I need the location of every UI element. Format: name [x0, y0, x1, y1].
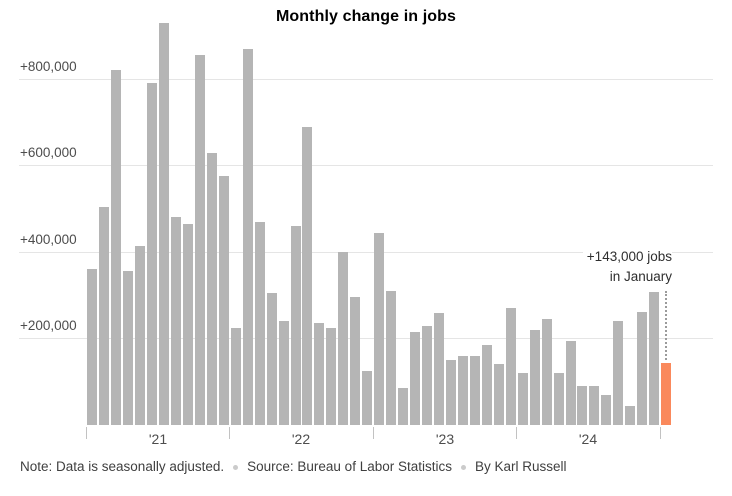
x-axis-label: '24 — [578, 431, 598, 447]
x-axis-tick — [516, 427, 517, 439]
gridline-600k — [19, 165, 713, 166]
y-axis-label: +200,000 — [20, 318, 77, 333]
bar — [457, 356, 468, 425]
bar — [613, 321, 624, 425]
x-axis-label: '22 — [291, 431, 311, 447]
bar — [111, 70, 122, 425]
separator-dot-icon — [461, 464, 466, 470]
x-axis-tick — [660, 427, 661, 439]
bar — [589, 386, 600, 425]
bar — [87, 269, 98, 425]
chart-footer: Note: Data is seasonally adjusted. Source… — [20, 459, 720, 474]
bar — [218, 176, 229, 425]
chart-title: Monthly change in jobs — [276, 8, 456, 25]
footer-byline: By Karl Russell — [475, 459, 567, 474]
bar — [445, 360, 456, 425]
bar — [182, 224, 193, 425]
gridline-200k — [19, 338, 713, 339]
bar — [422, 326, 433, 425]
x-axis-tick — [373, 427, 374, 439]
bar — [529, 330, 540, 425]
bar — [565, 341, 576, 425]
y-axis-label: +400,000 — [20, 232, 77, 247]
bar — [517, 373, 528, 425]
bar — [410, 332, 421, 425]
bar — [398, 388, 409, 425]
gridline-800k — [19, 79, 713, 80]
bar — [577, 386, 588, 425]
bar — [493, 364, 504, 425]
y-axis-label: +800,000 — [20, 59, 77, 74]
separator-dot-icon — [233, 464, 239, 470]
bar-highlighted — [661, 363, 672, 425]
footer-source: Source: Bureau of Labor Statistics — [247, 459, 452, 474]
bar — [541, 319, 552, 425]
x-axis-label: '23 — [435, 431, 455, 447]
bar — [135, 246, 146, 425]
x-axis-label: '21 — [148, 431, 168, 447]
annotation-text-line1: +143,000 jobs — [586, 249, 672, 264]
bar — [386, 291, 397, 425]
bars-container — [87, 23, 672, 425]
bar — [649, 292, 660, 425]
bar — [230, 328, 241, 425]
bar — [194, 55, 205, 425]
x-axis-tick — [86, 427, 87, 439]
bar — [625, 406, 636, 425]
bar — [302, 127, 313, 425]
bar — [637, 312, 648, 425]
bar — [374, 233, 385, 425]
bar — [242, 49, 253, 425]
bar — [159, 23, 170, 425]
y-axis-label: +600,000 — [20, 145, 77, 160]
bar — [123, 271, 134, 425]
bar — [290, 226, 301, 425]
bar — [362, 371, 373, 425]
bar — [338, 252, 349, 425]
annotation-dotted-line — [665, 291, 667, 360]
bar — [278, 321, 289, 425]
bar — [469, 356, 480, 425]
bar — [170, 217, 181, 425]
annotation: +143,000 jobs in January — [582, 247, 672, 287]
bar — [314, 323, 325, 425]
bar — [326, 328, 337, 425]
bar — [99, 207, 110, 425]
bar — [147, 83, 158, 425]
annotation-text-line2: in January — [609, 269, 672, 284]
bar — [601, 395, 612, 425]
x-axis-tick — [229, 427, 230, 439]
footer-note: Note: Data is seasonally adjusted. — [20, 459, 225, 474]
bar — [434, 313, 444, 425]
bar — [266, 293, 277, 425]
gridline-400k — [19, 252, 713, 253]
bar — [254, 222, 265, 425]
bar — [553, 373, 564, 425]
bar — [206, 153, 217, 425]
bar — [505, 308, 516, 425]
bar — [481, 345, 492, 425]
bar — [350, 297, 361, 425]
